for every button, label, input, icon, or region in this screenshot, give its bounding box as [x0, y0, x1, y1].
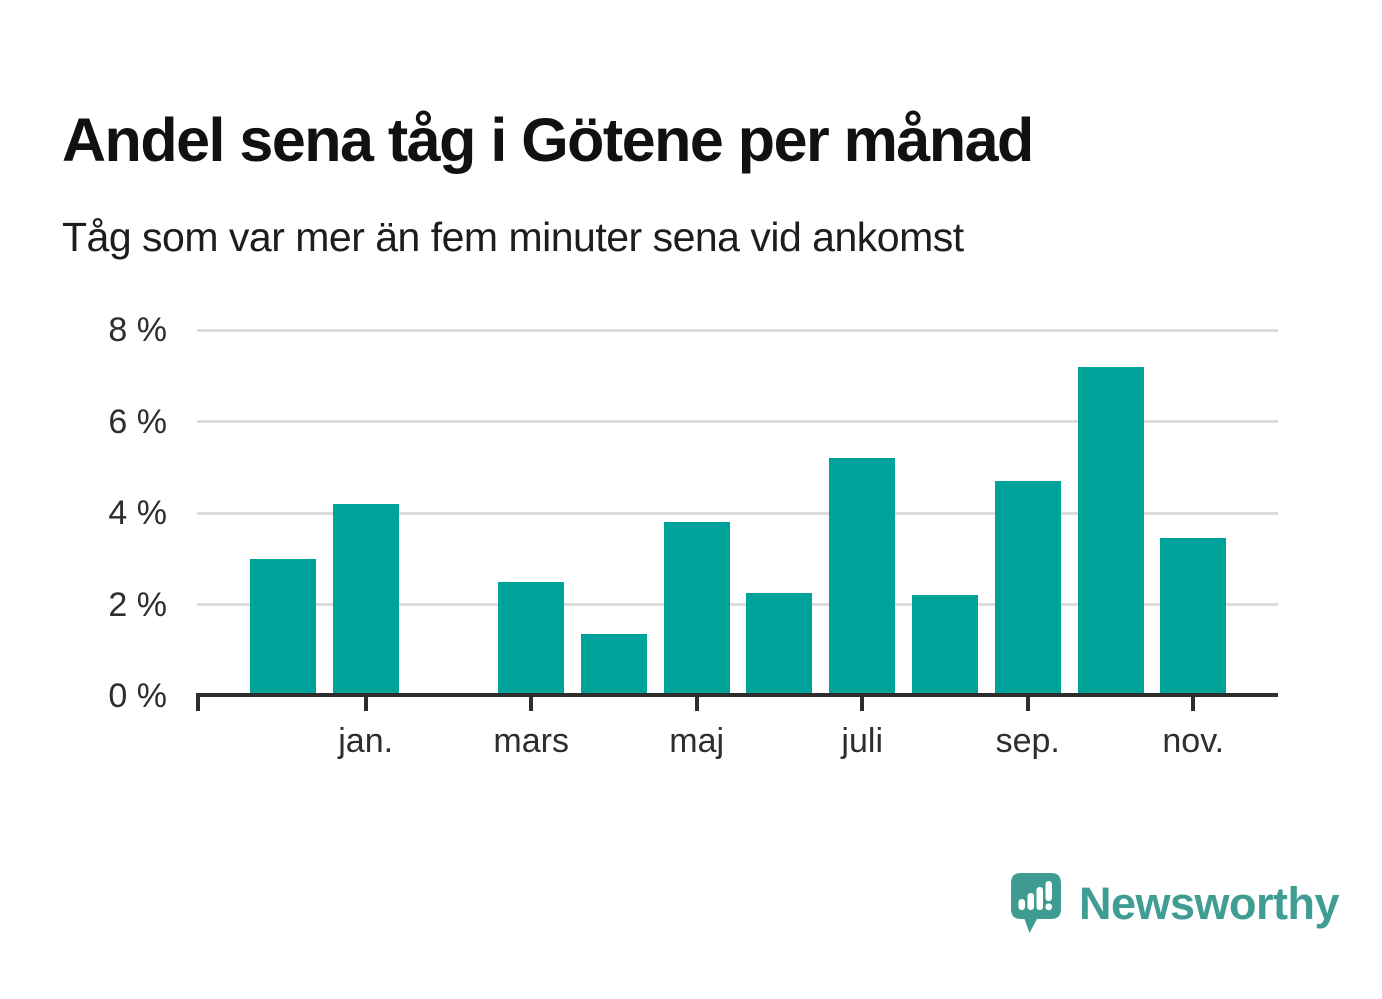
x-axis-line: [197, 693, 1278, 697]
bar-dec: [249, 558, 316, 696]
x-axis-tick-sep: [1025, 693, 1030, 711]
bar-okt: [1077, 366, 1144, 696]
gridline-4-percent: [197, 511, 1278, 515]
newsworthy-logo: Newsworthy: [1010, 872, 1340, 936]
bar-jan: [332, 503, 399, 696]
bar-juli: [829, 458, 896, 696]
x-axis-tick-maj: [694, 693, 699, 711]
bar-nov: [1160, 538, 1227, 696]
plot-area: [197, 328, 1278, 696]
x-axis-label-juli: juli: [841, 722, 883, 760]
x-axis-label-mars: mars: [493, 722, 569, 760]
newsworthy-logo-text: Newsworthy: [1079, 878, 1340, 929]
y-axis-label-2-percent: 2 %: [108, 585, 167, 624]
gridline-6-percent: [197, 420, 1278, 423]
y-axis-label-6-percent: 6 %: [108, 402, 167, 441]
chart-subtitle: Tåg som var mer än fem minuter sena vid …: [62, 214, 964, 260]
newsworthy-speech-bubble-bar-chart-icon: [1011, 873, 1061, 933]
y-axis-label-8-percent: 8 %: [108, 311, 167, 349]
gridline-8-percent: [197, 328, 1278, 332]
x-axis-label-jan: jan.: [338, 722, 394, 760]
axis-start-tick: [196, 693, 200, 711]
y-axis-label-4-percent: 4 %: [108, 494, 167, 532]
x-axis-tick-mars: [529, 693, 534, 711]
bar-sep: [994, 480, 1061, 696]
bar-maj: [663, 522, 730, 696]
bar-juni: [746, 593, 813, 696]
y-axis-label-0-percent: 0 %: [108, 677, 167, 715]
bar-aug: [911, 595, 978, 696]
x-axis-tick-juli: [860, 693, 865, 711]
x-axis-tick-nov: [1191, 693, 1196, 711]
x-axis-tick-jan: [363, 693, 368, 711]
gridline-2-percent: [197, 603, 1278, 606]
x-axis-label-sep: sep.: [995, 722, 1060, 760]
x-axis-label-nov: nov.: [1162, 722, 1225, 760]
bar-mars: [498, 581, 565, 696]
bar-apr: [580, 634, 647, 696]
page-title: Andel sena tåg i Götene per månad: [62, 105, 1034, 174]
x-axis-label-maj: maj: [669, 722, 725, 760]
